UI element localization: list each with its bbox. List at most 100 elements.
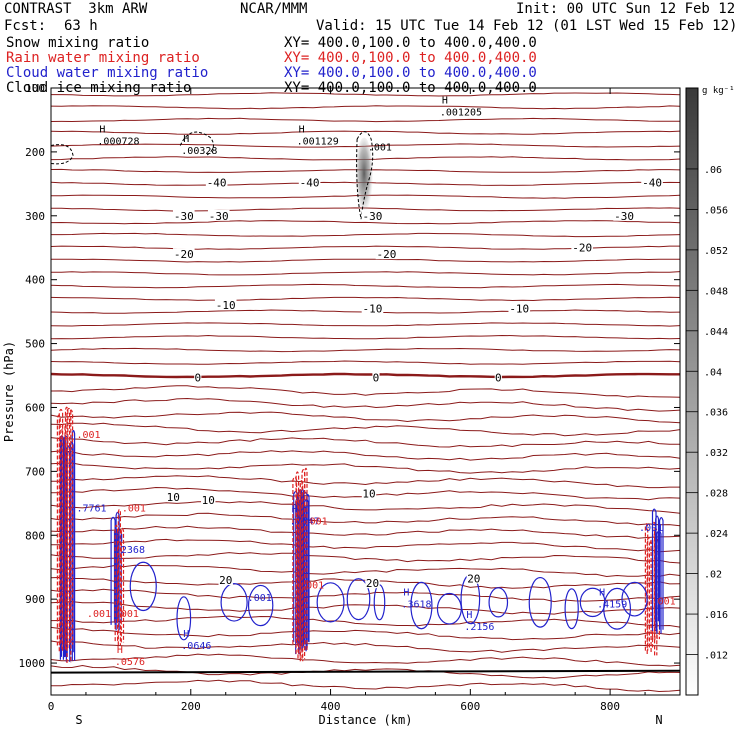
colorbar-tick-label: .02 [704, 570, 722, 581]
isotherm-label: -40 [207, 177, 227, 190]
isotherm-label-bg [508, 302, 531, 314]
cloud-water-contour [659, 517, 664, 630]
isotherm-label: 10 [167, 491, 180, 504]
cloud-water-contour [564, 588, 579, 630]
y-tick-label: 300 [25, 210, 45, 223]
isotherm-label: -10 [509, 302, 529, 315]
isotherm-label-bg [466, 572, 482, 584]
isotherm-line [51, 360, 680, 365]
x-tick-label: 600 [460, 700, 480, 713]
x-axis-title: Distance (km) [319, 713, 413, 727]
isotherm-label-bg [166, 490, 181, 502]
extremum-value: .001205 [440, 108, 482, 119]
y-tick-label: 500 [25, 338, 45, 351]
cloud-water-contour [528, 576, 552, 628]
extremum-value: .001 [248, 593, 272, 604]
isotherm-line [51, 397, 680, 412]
isotherm-label-bg [172, 209, 195, 221]
extremum-value: .3618 [401, 600, 431, 611]
isotherm-label: 20 [366, 577, 379, 590]
isotherm-line [51, 117, 680, 123]
cloud-water-field-xy: XY= 400.0,100.0 to 400.0,400.0 [284, 65, 537, 81]
cloud-water-contour [651, 508, 657, 631]
extremum-marker: H [117, 533, 123, 544]
extremum-value: .001 [368, 143, 392, 154]
cloud-water-contour [176, 596, 192, 641]
colorbar-tick-label: .024 [704, 529, 728, 540]
isotherm-line [51, 538, 680, 553]
isotherm-label: 10 [202, 494, 215, 507]
extremum-value: .001 [76, 430, 100, 441]
isotherm-label: 0 [495, 371, 502, 384]
isotherm-line [51, 271, 680, 276]
isotherm-line [51, 512, 680, 527]
isotherm-line [51, 283, 680, 289]
isotherm-label-bg [361, 209, 384, 221]
cloud-water-contour [346, 578, 371, 621]
colorbar-tick-label: .028 [704, 489, 728, 500]
rain-contour [304, 467, 308, 651]
colorbar-tick-label: .056 [704, 205, 728, 216]
extremum-marker: H [117, 645, 123, 656]
isotherm-line [51, 653, 680, 667]
y-tick-label: 100 [25, 82, 45, 95]
isotherm-label-bg [214, 299, 237, 311]
valid-time: Valid: 15 UTC Tue 14 Feb 12 (01 LST Wed … [316, 18, 738, 34]
isotherm-label-bg [298, 176, 321, 188]
isotherm-label-bg [375, 248, 398, 260]
isotherm-line [51, 372, 680, 379]
isotherm-label-bg [201, 494, 216, 506]
extremum-value: .2368 [115, 545, 145, 556]
colorbar [685, 87, 699, 696]
snow-contour [179, 131, 214, 156]
isotherm-line [51, 437, 680, 448]
x-tick-label: 200 [181, 700, 201, 713]
extremum-marker: H [299, 124, 305, 135]
isotherm-label: -40 [642, 177, 662, 190]
rain-contour [114, 524, 119, 642]
init-time: Init: 00 UTC Sun 12 Feb 12 [516, 1, 736, 17]
isotherm-label: -20 [572, 242, 592, 255]
colorbar-tick-label: .016 [704, 610, 728, 621]
isotherm-line [51, 664, 680, 679]
rain-contour [295, 471, 300, 654]
direction-label-north: N [655, 713, 662, 727]
isotherm-label: -30 [209, 210, 229, 223]
isotherm-label-bg [207, 209, 230, 221]
cloud-water-contour [129, 561, 157, 612]
forecast-label: Fcst: [4, 18, 47, 34]
isotherm-line [51, 475, 680, 489]
cloud-water-contour [316, 582, 345, 623]
isotherm-label: -30 [363, 210, 383, 223]
isotherm-label: -40 [300, 177, 320, 190]
y-tick-label: 700 [25, 465, 45, 478]
forecast-hours: 63 h [64, 18, 98, 34]
isotherm-line [51, 258, 680, 263]
y-tick-label: 1000 [19, 657, 46, 670]
isotherm-line [51, 105, 680, 110]
isotherm-label: 10 [362, 488, 375, 501]
isotherm-line [51, 525, 680, 539]
isotherm-label-bg [571, 241, 593, 253]
isotherm-label: -10 [363, 302, 383, 315]
extremum-value: .001 [652, 596, 676, 607]
extremum-value: .2156 [464, 622, 494, 633]
y-axis-title: Pressure (hPa) [2, 341, 16, 442]
extremum-marker: H [466, 610, 472, 621]
colorbar-tick-label: .032 [704, 448, 728, 459]
isotherm-label: 20 [219, 574, 232, 587]
isotherm-line [51, 422, 680, 437]
isotherm-line [51, 564, 680, 578]
org-label: NCAR/MMM [240, 1, 308, 17]
extremum-value: .0576 [115, 657, 145, 668]
rain-contour [297, 490, 301, 659]
snow-field-name: Snow mixing ratio [6, 35, 150, 51]
extremum-marker: H [599, 588, 605, 599]
extremum-value: .001 [639, 523, 663, 534]
isotherm-label: -30 [174, 210, 194, 223]
isotherm-line [51, 450, 680, 461]
rain-contour [292, 476, 298, 644]
isotherm-label-bg [172, 248, 195, 260]
isotherm-line [51, 601, 680, 615]
isotherm-line [51, 462, 680, 474]
